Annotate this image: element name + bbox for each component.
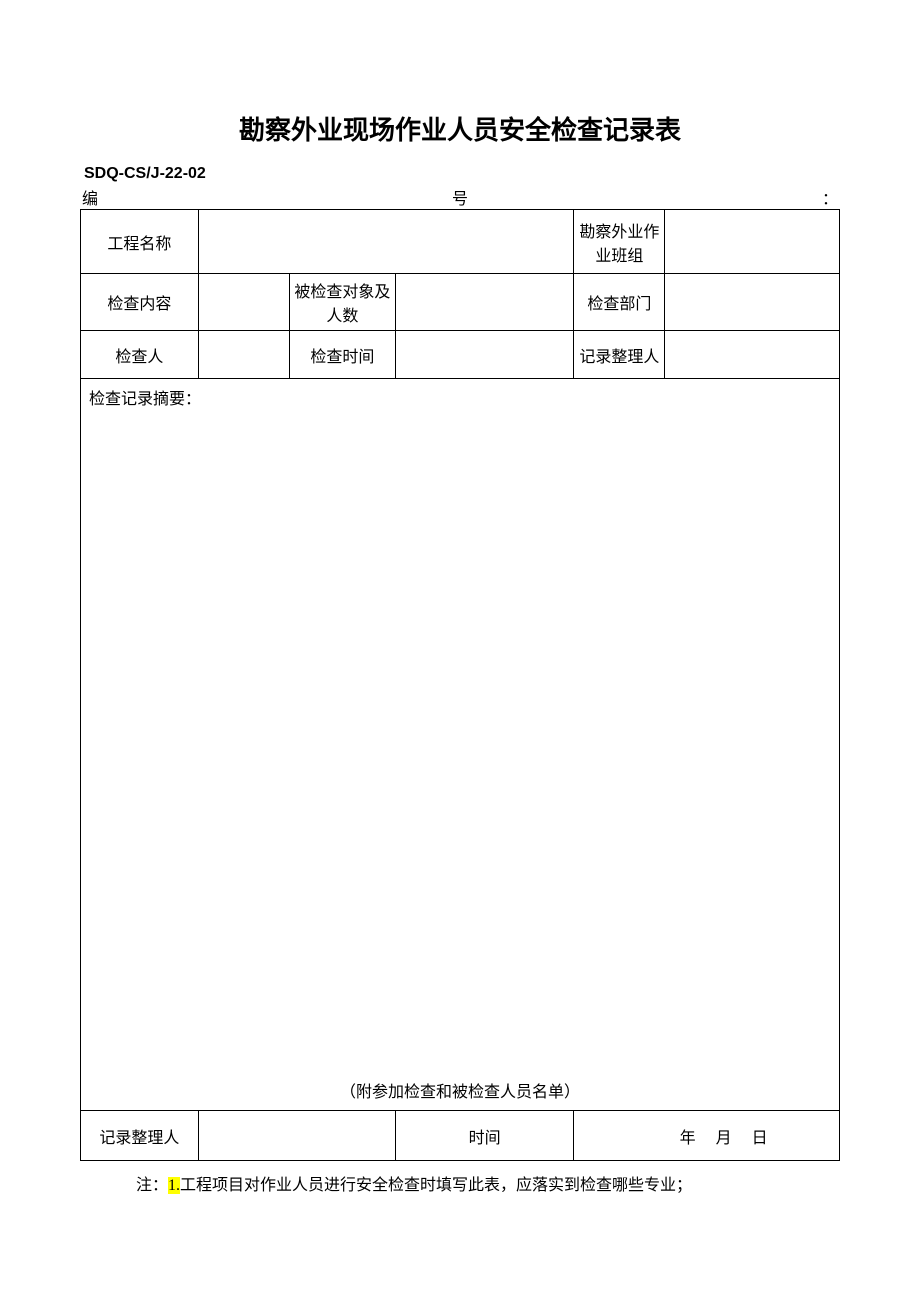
label-field-team: 勘察外业作业班组 bbox=[574, 210, 665, 274]
field-inspection-time bbox=[395, 331, 573, 379]
label-recorder: 记录整理人 bbox=[574, 331, 665, 379]
date-month-label: 月 bbox=[716, 1130, 734, 1147]
date-year-label: 年 bbox=[680, 1130, 698, 1147]
label-inspection-content: 检查内容 bbox=[81, 274, 199, 331]
field-inspection-content bbox=[198, 274, 289, 331]
summary-cell: 检查记录摘要： （附参加检查和被检查人员名单） bbox=[81, 379, 840, 1111]
field-recorder bbox=[665, 331, 840, 379]
footnote-highlight: 1. bbox=[168, 1177, 180, 1194]
field-record-organizer bbox=[198, 1111, 395, 1161]
label-inspection-time: 检查时间 bbox=[289, 331, 395, 379]
field-inspection-dept bbox=[665, 274, 840, 331]
field-inspector bbox=[198, 331, 289, 379]
label-inspection-dept: 检查部门 bbox=[574, 274, 665, 331]
footnote-text: 工程项目对作业人员进行安全检查时填写此表，应落实到检查哪些专业； bbox=[180, 1177, 692, 1194]
field-field-team bbox=[665, 210, 840, 274]
document-code: SDQ-CS/J-22-02 bbox=[80, 165, 840, 183]
serial-number-row: 编 号 ： bbox=[80, 185, 840, 209]
table-row: 检查人 检查时间 记录整理人 bbox=[81, 331, 840, 379]
footnote-prefix: 注： bbox=[136, 1177, 168, 1194]
field-inspected-count bbox=[395, 274, 573, 331]
table-row: 检查记录摘要： （附参加检查和被检查人员名单） bbox=[81, 379, 840, 1111]
field-date: 年 月 日 bbox=[574, 1111, 840, 1161]
label-inspected-count: 被检查对象及人数 bbox=[289, 274, 395, 331]
label-record-organizer: 记录整理人 bbox=[81, 1111, 199, 1161]
label-time: 时间 bbox=[395, 1111, 573, 1161]
serial-right: ： bbox=[822, 185, 838, 209]
summary-label: 检查记录摘要： bbox=[89, 385, 831, 409]
field-project-name bbox=[198, 210, 574, 274]
label-inspector: 检查人 bbox=[81, 331, 199, 379]
serial-left: 编 bbox=[82, 185, 98, 209]
label-project-name: 工程名称 bbox=[81, 210, 199, 274]
table-row: 检查内容 被检查对象及人数 检查部门 bbox=[81, 274, 840, 331]
document-title: 勘察外业现场作业人员安全检查记录表 bbox=[80, 110, 840, 147]
table-row: 记录整理人 时间 年 月 日 bbox=[81, 1111, 840, 1161]
inspection-form-table: 工程名称 勘察外业作业班组 检查内容 被检查对象及人数 检查部门 检查人 检查时… bbox=[80, 209, 840, 1161]
table-row: 工程名称 勘察外业作业班组 bbox=[81, 210, 840, 274]
footnote: 注：1.工程项目对作业人员进行安全检查时填写此表，应落实到检查哪些专业； bbox=[80, 1161, 840, 1195]
date-day-label: 日 bbox=[752, 1130, 770, 1147]
summary-footer: （附参加检查和被检查人员名单） bbox=[81, 1078, 839, 1102]
serial-center: 号 bbox=[98, 185, 822, 209]
